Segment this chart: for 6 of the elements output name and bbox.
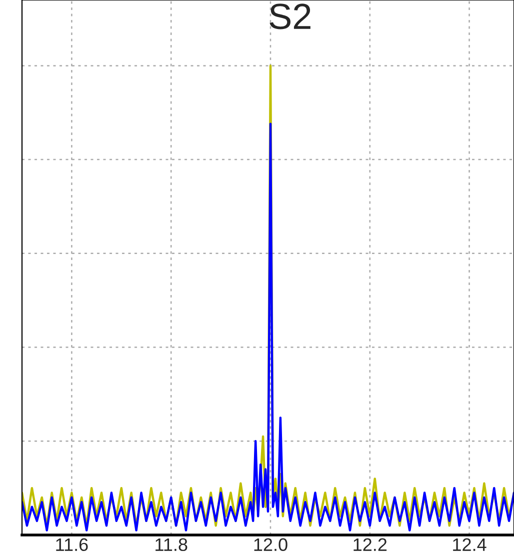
x-tick-label: 11.8 xyxy=(156,538,188,552)
x-tick-label: 12.4 xyxy=(453,538,486,551)
x-tick-label: 12.0 xyxy=(254,538,288,552)
chart-title: S2 xyxy=(270,4,310,30)
x-tick-label: 12.2 xyxy=(354,538,387,551)
x-tick-label: 11.6 xyxy=(56,538,88,552)
